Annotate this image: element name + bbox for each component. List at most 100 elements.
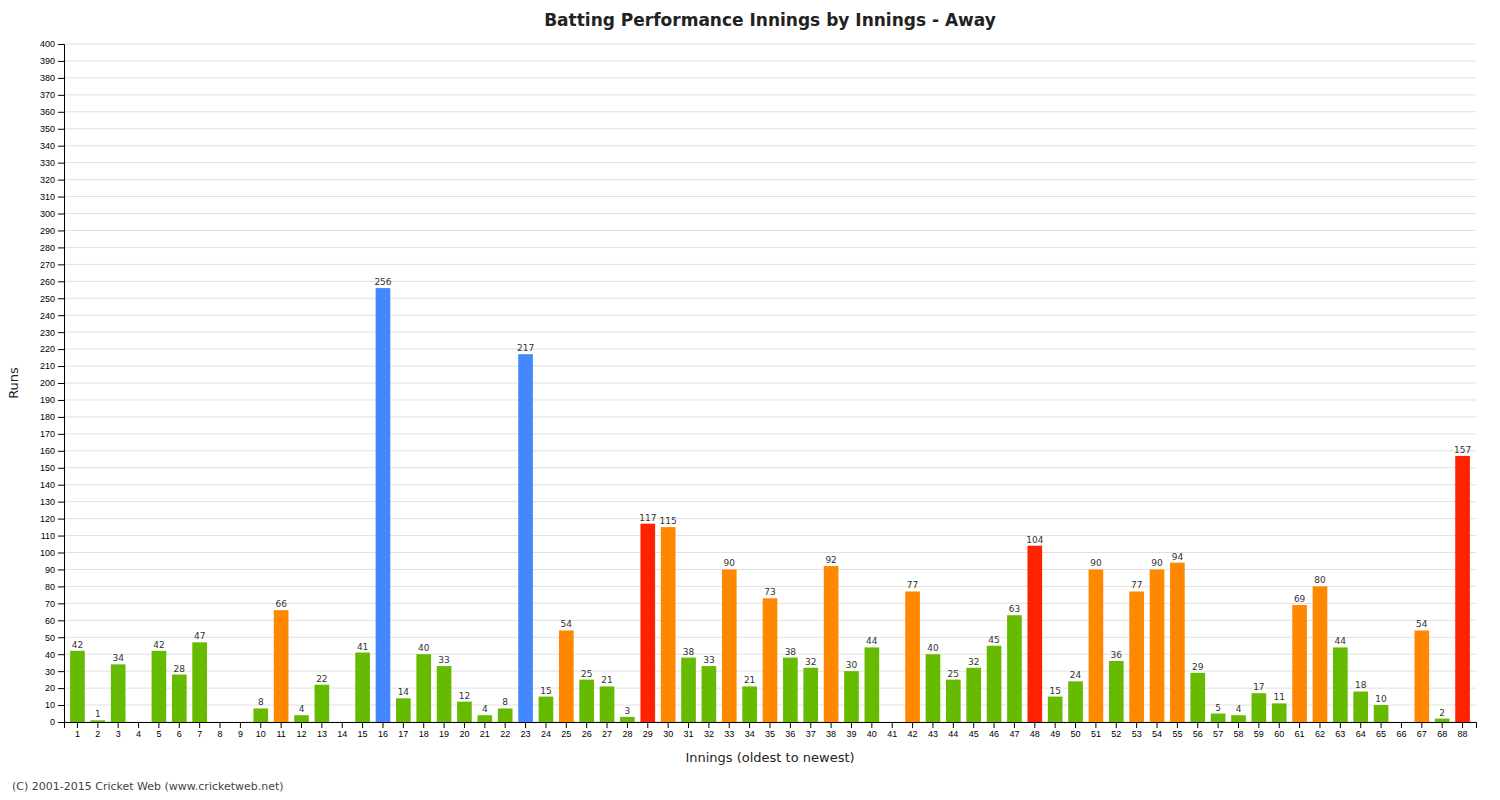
tick-mark (58, 366, 64, 367)
tick-mark (688, 722, 689, 728)
bar (416, 654, 431, 722)
data-label: 33 (438, 655, 449, 665)
tick-label: 11 (276, 729, 285, 739)
tick: 9 (238, 722, 243, 739)
tick-mark (912, 722, 913, 728)
grid-line (64, 94, 1476, 95)
bar (722, 569, 737, 722)
data-label: 8 (258, 697, 264, 707)
data-label: 217 (517, 343, 534, 353)
tick-mark (484, 722, 485, 728)
tick: 34 (745, 722, 755, 739)
tick: 57 (1213, 722, 1223, 739)
tick-label: 28 (622, 729, 632, 739)
data-label: 30 (846, 660, 858, 670)
bar (1353, 691, 1368, 722)
tick: 240 (40, 311, 64, 321)
tick: 33 (724, 722, 734, 739)
bar (865, 647, 880, 722)
data-label: 90 (724, 558, 736, 568)
data-label: 256 (374, 277, 391, 287)
tick-label: 80 (45, 582, 55, 592)
grid-line (64, 179, 1476, 180)
bar (1027, 546, 1042, 722)
tick-label: 58 (1233, 729, 1243, 739)
tick: 14 (337, 722, 347, 739)
tick-label: 170 (40, 429, 55, 439)
tick-mark (58, 502, 64, 503)
bar (620, 717, 635, 722)
tick-label: 70 (45, 599, 55, 609)
tick: 22 (500, 722, 510, 739)
bar (1109, 661, 1124, 722)
tick: 330 (40, 158, 64, 168)
tick: 2 (95, 722, 100, 739)
tick-label: 37 (806, 729, 816, 739)
tick-mark (58, 603, 64, 604)
tick: 18 (419, 722, 429, 739)
tick: 190 (40, 395, 64, 405)
tick: 390 (40, 56, 64, 66)
grid-line (64, 111, 1476, 112)
grid-line (64, 399, 1476, 400)
tick-label: 50 (45, 633, 55, 643)
tick-label: 1 (75, 729, 80, 739)
data-label: 21 (744, 675, 755, 685)
grid (64, 44, 1476, 722)
tick-label: 41 (887, 729, 897, 739)
grid-line (64, 366, 1476, 367)
tick: 55 (1172, 722, 1182, 739)
tick-label: 55 (1172, 729, 1182, 739)
tick-mark (1055, 722, 1056, 728)
tick: 42 (908, 722, 918, 739)
tick-mark (220, 722, 221, 728)
bar (742, 686, 757, 722)
tick-label: 150 (40, 463, 55, 473)
tick-label: 7 (197, 729, 202, 739)
data-label: 28 (174, 664, 186, 674)
tick-label: 31 (684, 729, 694, 739)
tick: 1 (75, 722, 80, 739)
chart: 4213442284786642241256144033124821715542… (0, 0, 1500, 800)
data-label: 1 (95, 709, 101, 719)
tick-mark (58, 61, 64, 62)
bar (1414, 630, 1429, 722)
tick-label: 22 (500, 729, 510, 739)
tick: 28 (622, 722, 632, 739)
tick-mark (464, 722, 465, 728)
tick: 65 (1376, 722, 1386, 739)
tick: 60 (45, 616, 64, 626)
tick: 10 (45, 700, 64, 710)
data-label: 38 (683, 647, 695, 657)
tick-label: 38 (826, 729, 836, 739)
tick-label: 160 (40, 446, 55, 456)
tick-label: 47 (1009, 729, 1019, 739)
tick: 48 (1030, 722, 1040, 739)
tick: 53 (1132, 722, 1142, 739)
axis-line (58, 45, 65, 723)
tick-mark (545, 722, 546, 728)
data-label: 34 (112, 653, 124, 663)
tick-mark (58, 569, 64, 570)
tick-label: 56 (1193, 729, 1203, 739)
bar (885, 722, 900, 723)
tick-label: 220 (40, 344, 55, 354)
tick-label: 370 (40, 90, 55, 100)
tick-label: 40 (45, 650, 55, 660)
bar (661, 527, 676, 722)
bar (926, 654, 941, 722)
tick-mark (58, 637, 64, 638)
tick: 15 (358, 722, 368, 739)
tick: 23 (521, 722, 531, 739)
tick-label: 360 (40, 107, 55, 117)
bar (1394, 722, 1409, 723)
tick-mark (1319, 722, 1320, 728)
bar (844, 671, 859, 722)
data-label: 4 (482, 704, 488, 714)
data-label: 8 (502, 697, 508, 707)
tick: 11 (276, 722, 285, 739)
tick: 350 (40, 124, 64, 134)
data-label: 38 (785, 647, 797, 657)
grid-line (64, 298, 1476, 299)
tick-label: 45 (969, 729, 979, 739)
